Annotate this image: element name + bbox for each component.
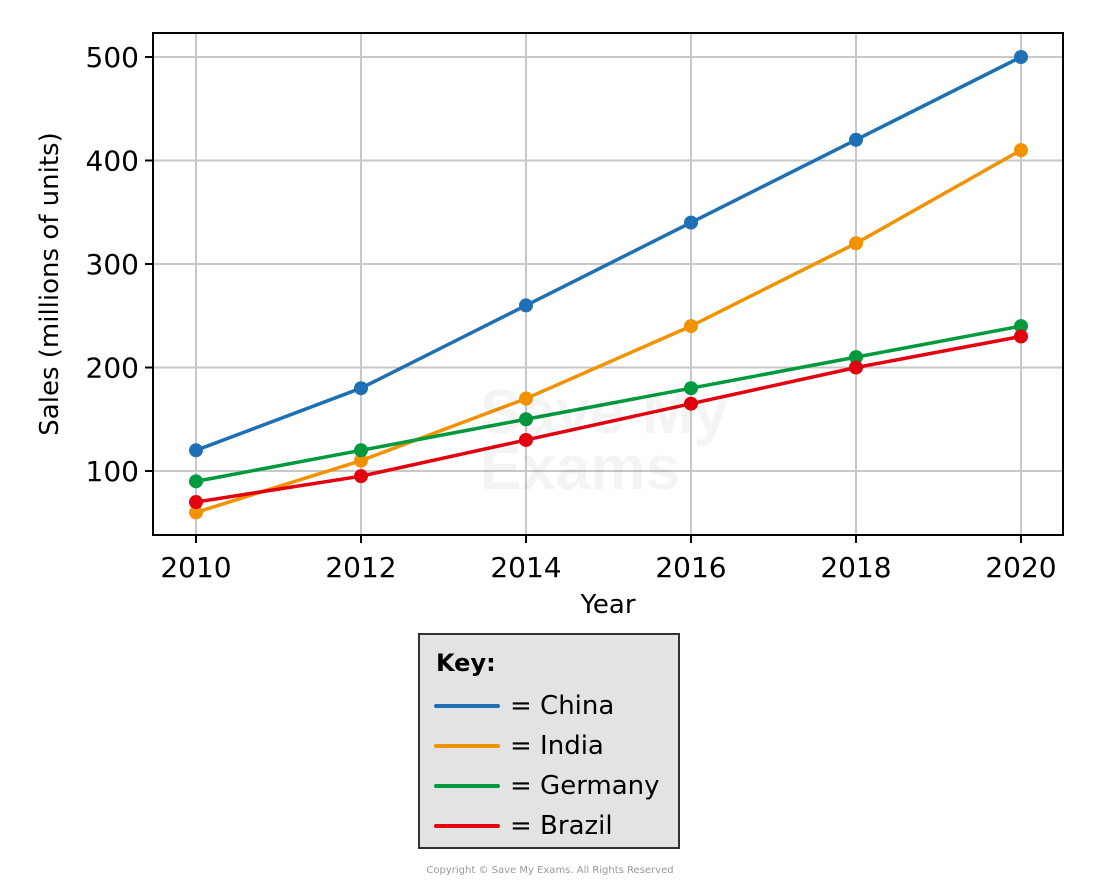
series-germany	[189, 319, 1028, 489]
legend-label: = China	[510, 691, 615, 721]
data-point	[849, 350, 863, 365]
legend-item-india: = India	[434, 726, 604, 766]
legend-title: Key:	[436, 649, 496, 677]
x-tick-label: 2014	[490, 551, 561, 584]
x-tick-label: 2020	[985, 551, 1056, 584]
copyright-notice: Copyright © Save My Exams. All Rights Re…	[426, 865, 674, 876]
legend-label: = Germany	[510, 771, 660, 801]
y-axis-ticks: 100 200 300 400 500	[86, 41, 153, 488]
data-point	[849, 132, 863, 147]
x-tick-label: 2018	[820, 551, 891, 584]
data-point	[684, 396, 698, 411]
legend-item-brazil: = Brazil	[434, 806, 613, 846]
data-point	[354, 469, 368, 484]
data-point	[1014, 143, 1028, 158]
y-tick-label: 200	[86, 352, 139, 385]
y-axis-label: Sales (millions of units)	[35, 132, 65, 435]
series-india	[189, 143, 1028, 520]
data-point	[354, 453, 368, 468]
data-point	[189, 474, 203, 489]
data-point	[1014, 50, 1028, 64]
y-tick-label: 300	[86, 248, 139, 281]
legend-label: = India	[510, 731, 604, 761]
legend-item-germany: = Germany	[434, 766, 660, 806]
data-point	[684, 381, 698, 396]
data-point	[189, 495, 203, 510]
data-point	[684, 215, 698, 230]
data-point	[1014, 329, 1028, 344]
legend-label: = Brazil	[510, 811, 613, 841]
series-china	[189, 50, 1028, 458]
legend: Key: = China = India = Germany = Brazil	[418, 633, 680, 849]
data-point	[519, 432, 533, 447]
data-point	[354, 443, 368, 458]
india-swatch	[434, 744, 500, 748]
data-point	[189, 443, 203, 458]
data-point	[519, 391, 533, 406]
x-tick-label: 2016	[655, 551, 726, 584]
data-series	[189, 50, 1028, 520]
data-point	[849, 236, 863, 251]
data-point	[849, 360, 863, 375]
x-axis-label: Year	[579, 590, 635, 620]
x-tick-label: 2012	[325, 551, 396, 584]
legend-item-china: = China	[434, 686, 614, 726]
germany-swatch	[434, 784, 500, 788]
data-point	[354, 381, 368, 396]
grid-lines	[153, 33, 1063, 535]
data-point	[189, 505, 203, 520]
data-point	[1014, 319, 1028, 334]
y-tick-label: 400	[86, 145, 139, 178]
data-point	[684, 319, 698, 334]
plot-frame	[152, 32, 1064, 536]
x-axis-ticks: 2010 2012 2014 2016 2018 2020	[160, 535, 1057, 584]
x-tick-label: 2010	[160, 551, 231, 584]
y-tick-label: 100	[86, 455, 139, 488]
brazil-swatch	[434, 824, 500, 828]
data-point	[519, 412, 533, 427]
data-point	[519, 298, 533, 313]
china-swatch	[434, 704, 500, 708]
line-chart: 100 200 300 400 500 2010 2012 2014 2016 2018 2020…	[35, 32, 1064, 620]
series-brazil	[189, 329, 1028, 510]
y-tick-label: 500	[86, 41, 139, 74]
